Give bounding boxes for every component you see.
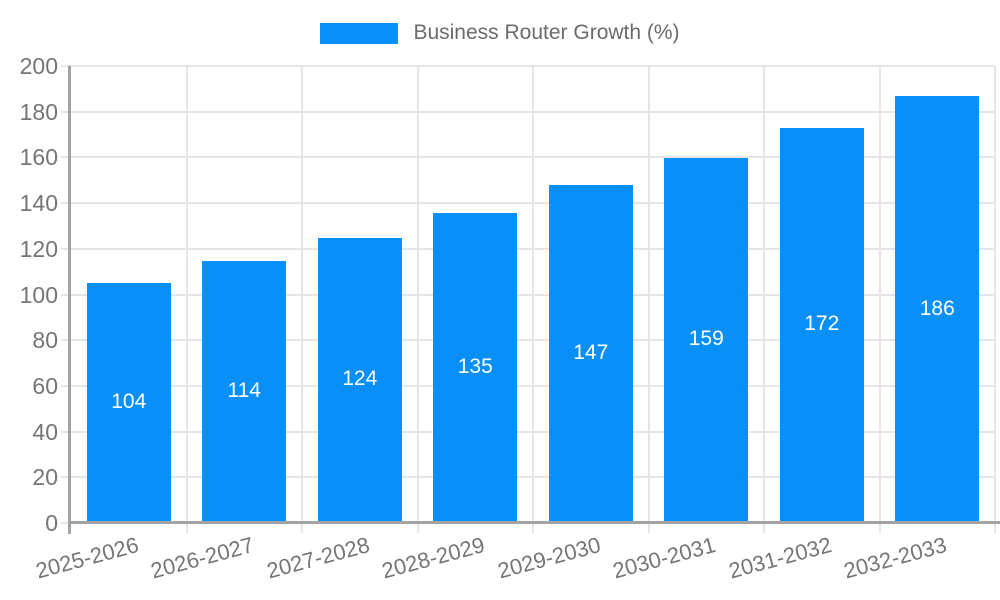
y-gridline [61,293,995,296]
bar-value-label: 104 [111,390,147,414]
x-gridline [763,66,765,533]
bar[interactable]: 104 [86,283,171,521]
y-axis-tick-label: 60 [32,372,58,399]
y-axis-tick-label: 200 [19,53,58,79]
legend-swatch-icon [320,22,399,44]
bar[interactable]: 159 [664,157,749,521]
y-axis-tick-label: 140 [19,190,58,217]
y-gridline [61,202,995,205]
bar-value-label: 172 [804,312,840,336]
y-axis-tick-label: 180 [19,98,58,125]
y-axis-tick-label: 40 [32,418,58,445]
bar-value-label: 159 [688,327,724,351]
x-gridline [301,66,303,533]
bar-value-label: 186 [919,296,955,320]
y-gridline [61,384,995,387]
y-axis-tick-label: 120 [19,235,58,262]
chart-legend[interactable]: Business Router Growth (%) [0,18,1000,48]
y-axis-tick-label: 80 [32,327,58,354]
bar[interactable]: 124 [317,237,402,521]
y-axis-line [68,66,71,534]
x-gridline [878,66,881,533]
y-axis-tick-label: 20 [32,464,58,491]
y-axis-tick-label: 100 [19,281,58,308]
y-axis-tick-label: 160 [19,144,58,171]
plot-area: 104 114 124 135 147 159 172 186 [61,65,1000,534]
x-gridline [994,66,996,533]
legend-label: Business Router Growth (%) [413,21,680,44]
x-gridline [532,66,534,533]
bar-value-label: 124 [342,367,378,391]
bar[interactable]: 186 [895,96,980,521]
bar-value-label: 114 [227,378,261,402]
bar-value-label: 147 [573,341,609,365]
y-gridline [61,247,995,250]
bar[interactable]: 135 [433,212,518,521]
y-axis-tick-label: 0 [45,510,58,536]
bar-value-label: 135 [457,354,493,378]
bar[interactable]: 172 [779,127,864,521]
bar[interactable]: 147 [548,185,633,521]
y-gridline [61,65,995,67]
y-gridline [61,156,995,159]
x-gridline [416,66,419,533]
bar[interactable]: 114 [202,260,287,521]
y-gridline [61,110,995,113]
y-gridline [61,339,995,342]
y-gridline [61,476,995,479]
x-axis-line [68,521,1000,524]
x-gridline [185,66,188,533]
y-gridline [61,430,995,433]
x-gridline [647,66,650,533]
